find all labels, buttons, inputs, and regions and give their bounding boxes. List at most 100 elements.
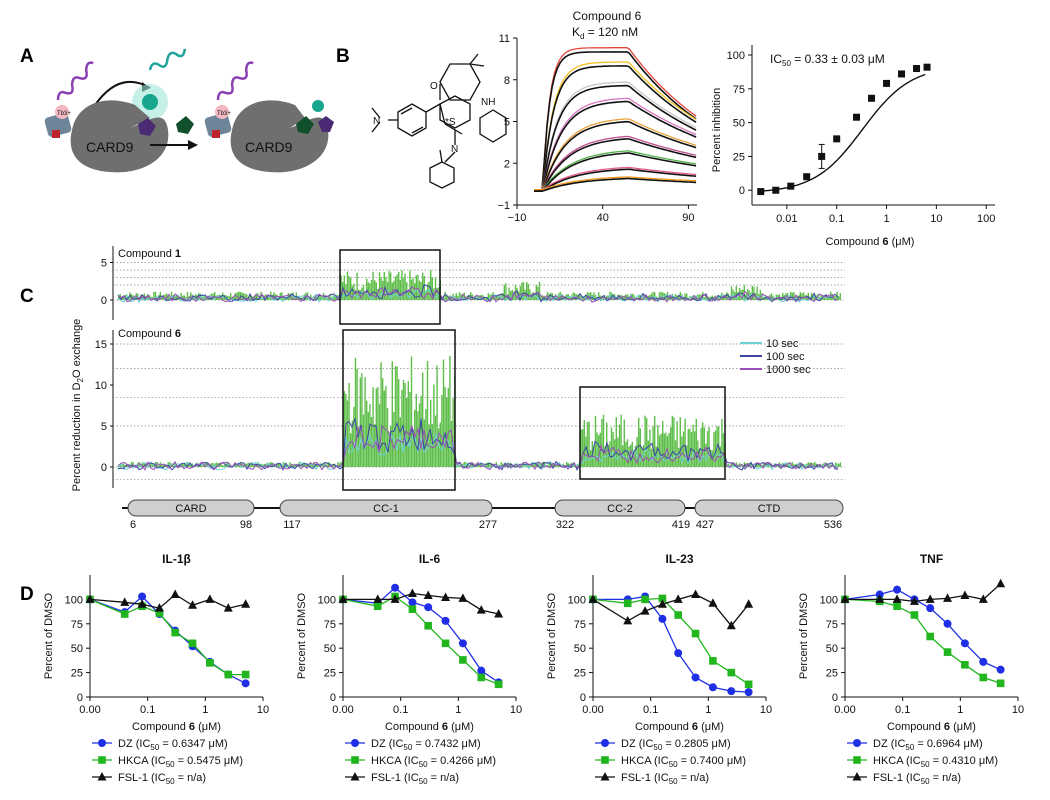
hdx-bar — [702, 422, 704, 467]
domain-ctd-label: CTD — [758, 503, 781, 515]
hdx-bar — [802, 292, 805, 300]
hdx-bar — [204, 463, 206, 467]
hdx-bar — [646, 297, 648, 300]
domain-map: CARD CC-1 CC-2 CTD 6 98 117 277 322 419 … — [122, 499, 844, 531]
hdx-bar — [759, 289, 761, 300]
legend-value: = 0.7432 μM) — [412, 738, 480, 750]
hdx-bar — [311, 463, 313, 467]
inh-xtick-label: 100 — [977, 213, 995, 225]
legend-entry: HKCA (IC50 = 0.7400 μM) — [621, 755, 746, 769]
legend-marker-hkca — [351, 756, 359, 764]
hdx-bar — [238, 465, 240, 467]
legend-marker-hkca — [853, 756, 861, 764]
hdx-bar — [278, 463, 280, 467]
hdx-bar — [593, 444, 595, 467]
hdx-bar — [612, 432, 614, 467]
hdx-bar — [758, 462, 760, 467]
hdx-bar — [708, 296, 710, 300]
hkca-point — [459, 656, 467, 664]
hkca-point — [979, 673, 988, 682]
hdx-bar — [586, 421, 589, 467]
hdx-bar — [486, 462, 488, 467]
legend-name: FSL-1 (IC — [873, 772, 921, 784]
hdx-bar — [671, 415, 673, 467]
inh-ytick-label: 75 — [733, 84, 745, 96]
legend-value: = n/a) — [678, 772, 710, 784]
hdx-bar — [729, 464, 731, 467]
legend-value: = 0.4266 μM) — [428, 755, 496, 767]
dz-point — [727, 687, 736, 696]
spr-xtick-label: 40 — [597, 212, 609, 224]
hdx-bar — [310, 294, 312, 300]
hdx-bar — [516, 463, 518, 467]
legend-1000sec: 1000 sec — [766, 364, 811, 376]
fsl-point — [673, 594, 683, 603]
hdx-bar — [838, 296, 840, 300]
hdx-bar — [710, 449, 712, 467]
hdx-bar — [447, 387, 449, 467]
hdx-bar — [286, 464, 288, 467]
hdx-bar — [458, 292, 461, 300]
legend-marker-fsl — [600, 772, 610, 781]
hdx-bar — [431, 277, 433, 300]
domain-ctd-start: 427 — [696, 519, 714, 531]
hdx-bar — [423, 419, 425, 467]
hdx-bar — [529, 289, 531, 300]
hdx-bar — [450, 296, 453, 300]
dz-point — [744, 688, 753, 697]
plot-ytick-label: 0 — [330, 692, 336, 704]
hdx-bar — [404, 273, 406, 300]
hdx-bar — [366, 278, 368, 300]
series-line-hkca — [592, 597, 749, 685]
hdx-bar — [780, 465, 782, 467]
hdx-bar — [295, 464, 297, 467]
hdx-bar — [222, 292, 224, 300]
fsl-point — [120, 597, 130, 606]
hdx-bar — [394, 366, 397, 467]
hdx-bar — [489, 462, 491, 467]
hdx-bar — [481, 463, 483, 467]
hdx-bar — [556, 296, 558, 300]
inh-xtick-label: 0.1 — [829, 213, 844, 225]
inh-fit-curve — [760, 73, 926, 192]
hdx-bar — [644, 415, 646, 467]
hdx-bar — [257, 293, 259, 300]
panel-a-schematic: Tb3+ CARD9 Tb3+ CARD9 — [44, 48, 334, 173]
hkca-point — [155, 609, 164, 617]
hdx-bar — [420, 282, 422, 300]
hdx-bar — [398, 271, 400, 300]
dose-response-plot: IL-1β 100 75 50 25 00.00 0.1 1 10 Percent of DMSO… — [43, 552, 269, 786]
hdx-bar — [359, 377, 361, 467]
fsl-point — [943, 593, 953, 602]
fsl-point — [205, 594, 215, 603]
hdx-bar — [782, 462, 784, 467]
hdx-bar — [332, 464, 334, 467]
hdx-bar — [623, 296, 625, 300]
xlabel-pre: Compound — [887, 721, 944, 733]
plot-ytick-label: 100 — [820, 594, 838, 606]
hdx-bar — [822, 463, 824, 467]
hdx-bar — [186, 462, 189, 467]
hdx-bar — [807, 462, 809, 467]
spr-fit-curve — [534, 152, 697, 192]
plot-ylabel: Percent of DMSO — [546, 592, 558, 679]
hdx-bar — [506, 462, 509, 467]
hdx-bar — [484, 297, 486, 300]
hdx-bar — [455, 465, 457, 467]
hdx-bar — [577, 464, 579, 467]
fsl-point — [657, 599, 667, 608]
legend-value: = n/a) — [428, 772, 460, 784]
plot-ylabel: Percent of DMSO — [798, 592, 810, 679]
legend-sub: 50 — [419, 777, 428, 786]
hdx-bar — [150, 462, 152, 467]
dose-response-plot: IL-6 100 75 50 25 00.00 0.1 1 10 Percent of DMSO C… — [296, 552, 522, 786]
hkca-point — [674, 611, 682, 619]
hdx-timecourse-line — [117, 284, 839, 303]
tb-ion-1 — [55, 105, 69, 119]
legend-sub: 50 — [669, 760, 678, 769]
fluorophore — [142, 94, 158, 110]
legend-marker-hkca — [601, 756, 609, 764]
hdx-bar — [828, 297, 830, 300]
hdx-bar — [239, 292, 241, 300]
legend-sub: 50 — [403, 743, 412, 752]
